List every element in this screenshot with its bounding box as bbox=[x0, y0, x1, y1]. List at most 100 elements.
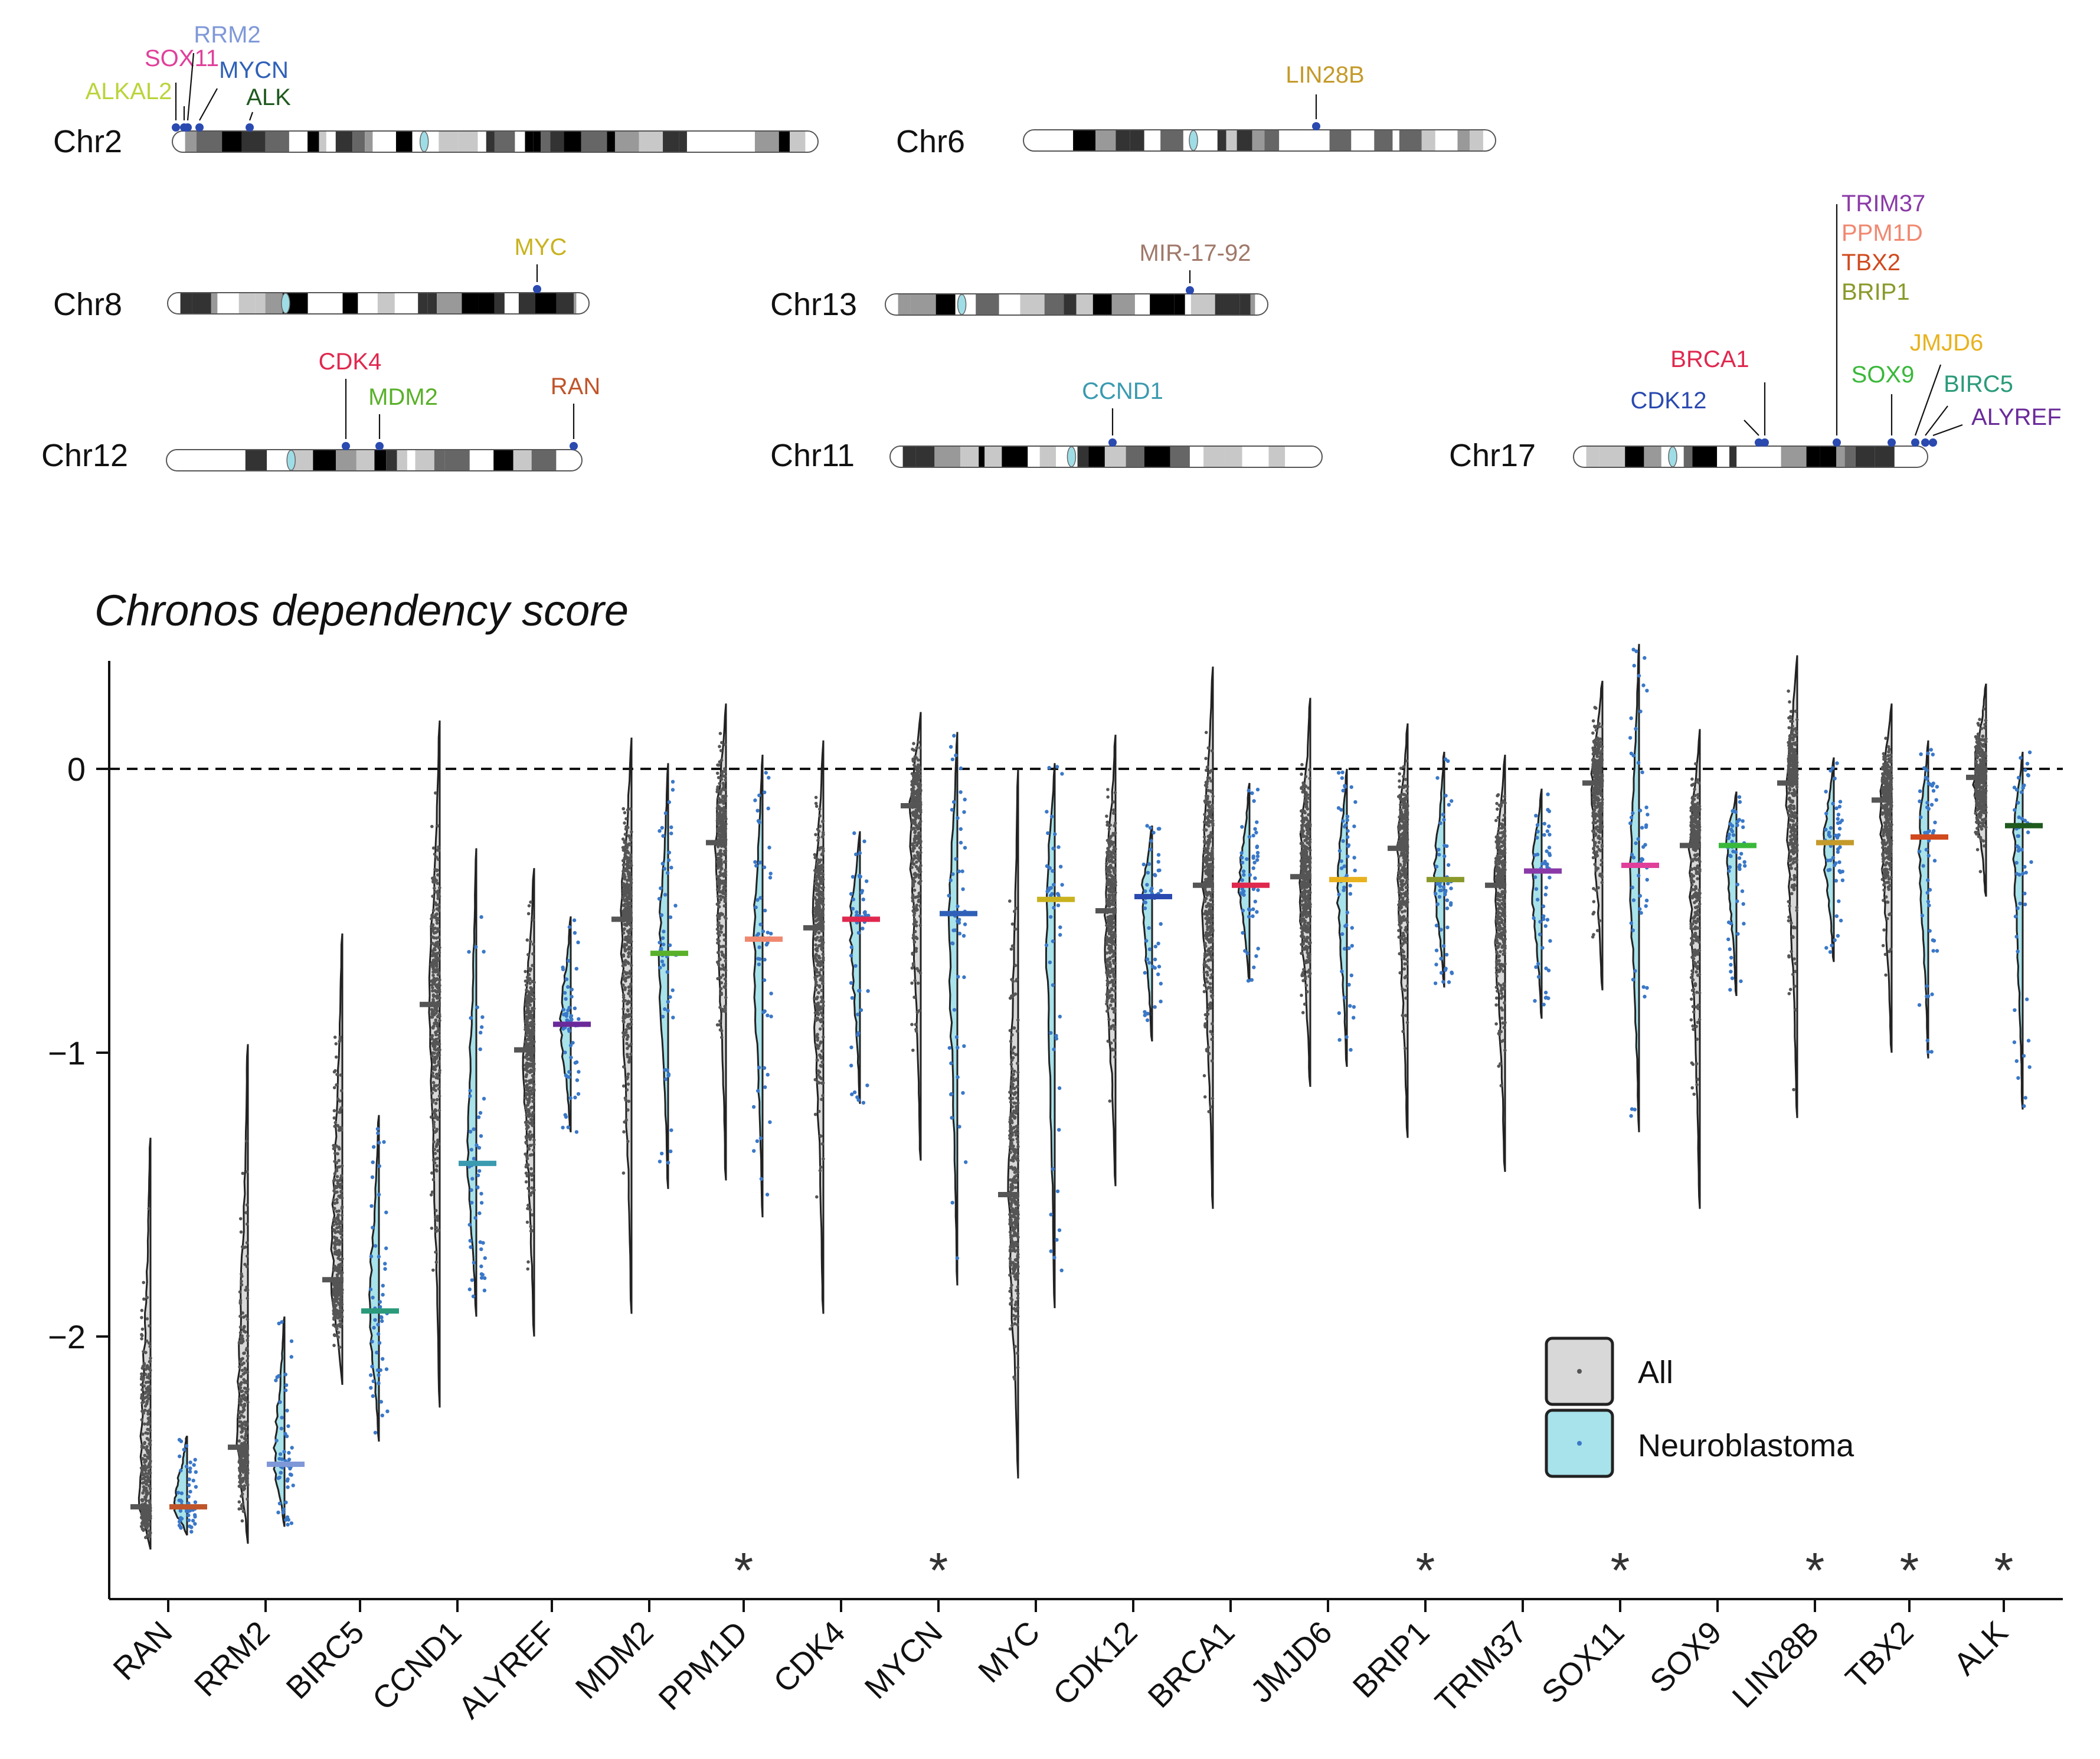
violin-nb-body bbox=[752, 754, 764, 1218]
gene-marker-ran: RAN bbox=[551, 374, 600, 450]
all-point bbox=[1209, 894, 1213, 898]
nb-point bbox=[1057, 1228, 1062, 1232]
all-point bbox=[531, 1111, 535, 1115]
all-point bbox=[914, 949, 918, 953]
all-point bbox=[524, 1106, 528, 1111]
chromosome-band bbox=[1150, 294, 1175, 315]
all-point bbox=[337, 1159, 341, 1162]
nb-point bbox=[669, 831, 673, 836]
all-point bbox=[1009, 1151, 1012, 1154]
nb-point bbox=[659, 913, 664, 918]
all-point bbox=[1203, 813, 1206, 817]
nb-point bbox=[662, 963, 666, 967]
violin-all bbox=[901, 712, 923, 1161]
nb-point bbox=[369, 1373, 373, 1377]
all-point bbox=[525, 1061, 529, 1065]
chromosome-band bbox=[531, 450, 557, 470]
nb-point bbox=[569, 1055, 573, 1060]
nb-point bbox=[477, 1211, 482, 1216]
nb-point bbox=[858, 851, 862, 855]
all-point bbox=[815, 958, 818, 962]
all-point bbox=[628, 1059, 632, 1063]
nb-point bbox=[480, 1025, 484, 1029]
all-point bbox=[916, 853, 920, 856]
gene-group-rrm2: RRM2 bbox=[188, 1044, 305, 1704]
all-point bbox=[1111, 984, 1116, 988]
all-point bbox=[1107, 925, 1110, 928]
nb-point bbox=[1048, 960, 1052, 965]
nb-point bbox=[962, 975, 966, 980]
all-point bbox=[1112, 921, 1116, 925]
nb-point bbox=[758, 922, 763, 926]
all-point bbox=[432, 1111, 436, 1115]
all-point bbox=[818, 824, 822, 828]
all-point bbox=[143, 1475, 147, 1479]
nb-point bbox=[763, 790, 767, 795]
all-point bbox=[716, 923, 720, 926]
all-point bbox=[432, 1040, 436, 1044]
nb-point bbox=[668, 943, 672, 948]
all-point bbox=[912, 792, 917, 796]
all-point bbox=[526, 1135, 531, 1139]
all-point bbox=[246, 1370, 250, 1374]
all-point bbox=[525, 1220, 529, 1224]
nb-point bbox=[954, 754, 958, 758]
chromosome-band bbox=[1781, 447, 1807, 467]
chromosome-band bbox=[1820, 447, 1837, 467]
all-point bbox=[529, 986, 533, 990]
all-point bbox=[820, 1098, 823, 1101]
nb-point bbox=[479, 1264, 483, 1269]
nb-point bbox=[1159, 1000, 1163, 1004]
nb-point bbox=[564, 977, 569, 981]
all-point bbox=[140, 1469, 144, 1473]
nb-point bbox=[669, 1149, 673, 1154]
all-point bbox=[720, 867, 724, 870]
nb-point bbox=[566, 985, 570, 989]
all-point bbox=[820, 1142, 825, 1146]
all-point bbox=[1206, 776, 1210, 779]
nb-point bbox=[1044, 943, 1049, 948]
all-point bbox=[625, 1041, 629, 1046]
all-point bbox=[1113, 1039, 1116, 1042]
all-point bbox=[333, 1151, 337, 1155]
nb-point bbox=[665, 970, 670, 974]
all-point bbox=[1008, 1028, 1012, 1033]
gene-group-cdk4: CDK4 bbox=[767, 740, 880, 1699]
gene-group-ran: RAN bbox=[106, 1138, 207, 1687]
all-point bbox=[919, 846, 923, 850]
nb-point bbox=[859, 1008, 863, 1013]
all-point bbox=[919, 851, 923, 854]
chromosome-band bbox=[1599, 447, 1625, 467]
all-point bbox=[241, 1171, 245, 1175]
nb-point bbox=[1156, 853, 1161, 857]
nb-point bbox=[479, 915, 483, 919]
all-point bbox=[1107, 1017, 1111, 1021]
all-point bbox=[431, 970, 435, 974]
all-point bbox=[1108, 915, 1112, 919]
nb-point bbox=[763, 908, 767, 913]
nb-point bbox=[1049, 1031, 1053, 1035]
nb-point bbox=[480, 1015, 485, 1019]
all-point bbox=[626, 808, 630, 812]
all-point bbox=[624, 846, 627, 850]
all-point bbox=[246, 1359, 249, 1362]
all-point bbox=[244, 1211, 248, 1214]
nb-point bbox=[865, 879, 869, 883]
all-point bbox=[1107, 1006, 1110, 1010]
all-point bbox=[431, 1178, 436, 1181]
nb-point bbox=[468, 1094, 472, 1098]
all-point bbox=[1105, 874, 1109, 878]
centromere bbox=[957, 294, 967, 315]
nb-point bbox=[1144, 939, 1149, 943]
all-point bbox=[622, 884, 626, 887]
all-point bbox=[340, 1196, 344, 1200]
all-point bbox=[241, 1357, 244, 1361]
nb-point bbox=[383, 1267, 387, 1271]
all-point bbox=[340, 1315, 344, 1319]
all-point bbox=[919, 840, 923, 843]
chromosome-band bbox=[342, 293, 358, 313]
all-point bbox=[142, 1349, 145, 1354]
all-point bbox=[722, 830, 725, 834]
all-point bbox=[245, 1265, 249, 1269]
